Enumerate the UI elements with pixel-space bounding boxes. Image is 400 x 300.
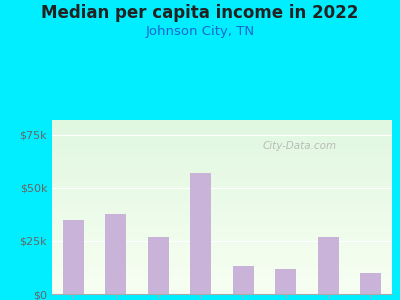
Text: Median per capita income in 2022: Median per capita income in 2022 [41,4,359,22]
Bar [360,273,381,294]
Bar [318,237,339,294]
Bar [63,220,84,294]
Bar [105,214,126,294]
Bar [233,266,254,294]
Bar [275,268,296,294]
Bar [190,173,211,294]
Text: City-Data.com: City-Data.com [263,141,337,151]
Bar [148,237,169,294]
Text: Johnson City, TN: Johnson City, TN [146,26,254,38]
